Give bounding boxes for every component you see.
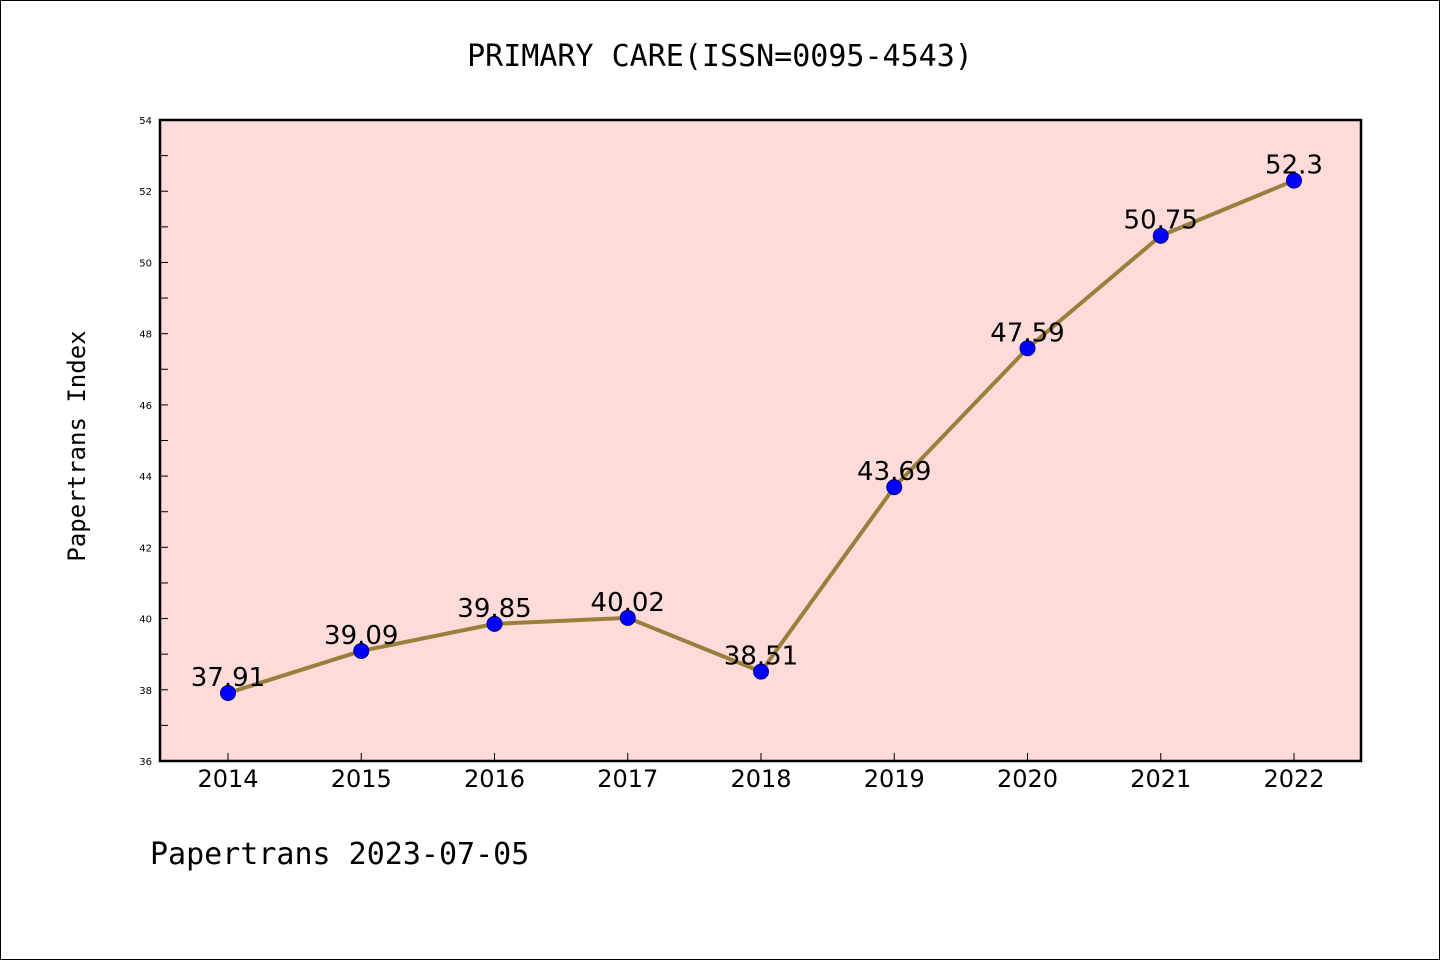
data-point	[753, 663, 769, 680]
y-tick-label: 48	[139, 330, 152, 341]
y-tick-label: 54	[139, 116, 152, 127]
x-tick-label: 2015	[331, 765, 392, 793]
y-tick-label: 46	[139, 401, 152, 412]
x-axis: 2014 2015 2016 2017 2018 2019 2020 2021 2022	[197, 753, 1325, 793]
y-tick-label: 42	[139, 543, 152, 554]
x-tick-label: 2019	[864, 765, 925, 793]
data-point	[619, 609, 636, 626]
data-point	[1286, 172, 1302, 189]
x-tick-label: 2014	[197, 765, 258, 793]
y-tick-label: 50	[139, 258, 152, 269]
x-tick-label: 2020	[997, 765, 1058, 793]
x-tick-label: 2021	[1130, 765, 1191, 793]
chart-title: PRIMARY CARE(ISSN=0095-4543)	[467, 39, 973, 74]
y-tick-label: 36	[139, 757, 152, 768]
data-label: 39.09	[324, 621, 398, 651]
data-label: 43.69	[857, 457, 931, 487]
data-label: 52.3	[1265, 151, 1323, 181]
data-label: 47.59	[990, 318, 1064, 348]
data-point	[353, 642, 370, 659]
plot-border	[158, 118, 1363, 763]
y-tick-label: 44	[139, 472, 152, 483]
series-layer	[220, 172, 1302, 701]
data-label: 37.91	[191, 663, 265, 693]
x-tick-label: 2018	[730, 765, 791, 793]
data-point	[220, 684, 236, 701]
data-point	[1019, 340, 1036, 357]
data-label: 39.85	[457, 594, 531, 624]
data-point	[1152, 227, 1169, 244]
data-label: 50.75	[1124, 206, 1198, 236]
data-point	[486, 615, 503, 632]
x-tick-label: 2022	[1263, 765, 1324, 793]
x-tick-label: 2016	[464, 765, 525, 793]
y-tick-label: 40	[139, 615, 152, 626]
y-tick-label: 52	[139, 187, 152, 198]
y-axis-label: Papertrans Index	[63, 330, 91, 561]
data-label: 40.02	[591, 588, 665, 618]
data-label: 38.51	[724, 642, 798, 672]
data-labels: 37.91 39.09 39.85 40.02 38.51 43.69 47.59 50.75…	[191, 151, 1323, 693]
footer-text: Papertrans 2023-07-05	[150, 837, 529, 872]
x-tick-label: 2017	[597, 765, 658, 793]
y-tick-label: 38	[139, 686, 152, 697]
data-point	[886, 479, 903, 496]
y-axis: 36 38 40 42 44 46 48 50 52 54	[139, 116, 168, 768]
